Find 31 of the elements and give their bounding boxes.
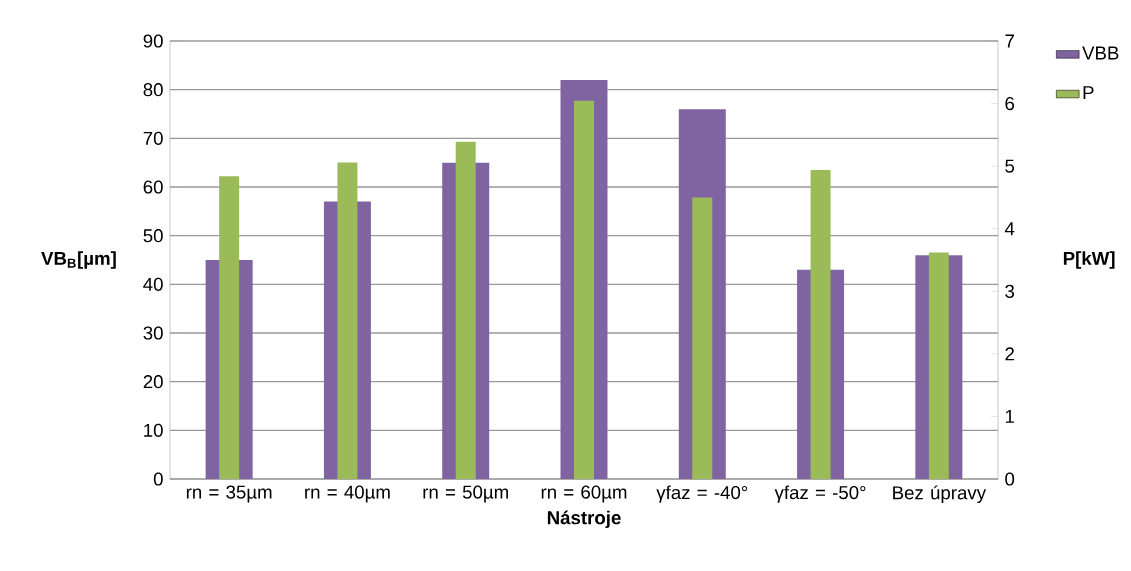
x-tick-label: rn = 60µm [541, 485, 627, 503]
y2-tick-label: 3 [1005, 284, 1015, 298]
x-tick-label: rn = 40µm [305, 485, 390, 503]
y-tick-label: 50 [143, 229, 163, 243]
y-tick-label: 20 [143, 375, 163, 389]
legend-label: VBB [1082, 46, 1119, 60]
y-tick-label: 80 [143, 83, 163, 97]
x-tick-label: rn = 35µm [186, 485, 272, 503]
x-tick-label: γfaz = -40° [656, 485, 748, 503]
y2-tick-label: 5 [1005, 159, 1015, 173]
x-tick-label: γfaz = -50° [774, 485, 866, 503]
text: VB$_{B}$[µm] [41, 251, 116, 269]
y-tick-label: 30 [143, 326, 163, 340]
y-tick-label: 70 [143, 131, 163, 145]
y-tick-label: 60 [143, 180, 163, 194]
x-tick-label: Bez úpravy [893, 485, 987, 504]
y2-tick-label: 2 [1005, 347, 1014, 361]
y2-axis-title: P[kW] [1063, 251, 1115, 269]
y2-tick-label: 0 [1005, 472, 1015, 486]
legend-label: P [1083, 86, 1094, 100]
x-axis-title: Nástroje [547, 510, 621, 529]
y-tick-label: 40 [143, 277, 163, 291]
y2-tick-label: 6 [1005, 96, 1015, 111]
y2-tick-label: 7 [1005, 34, 1014, 48]
x-tick-label: rn = 50µm [423, 485, 508, 503]
y2-tick-label: 1 [1005, 410, 1014, 423]
y2-tick-label: 4 [1004, 222, 1015, 236]
y-tick-label: 90 [143, 34, 163, 48]
y-tick-label: 10 [144, 423, 163, 437]
y-tick-label: 0 [153, 472, 163, 486]
bar [692, 197, 713, 479]
